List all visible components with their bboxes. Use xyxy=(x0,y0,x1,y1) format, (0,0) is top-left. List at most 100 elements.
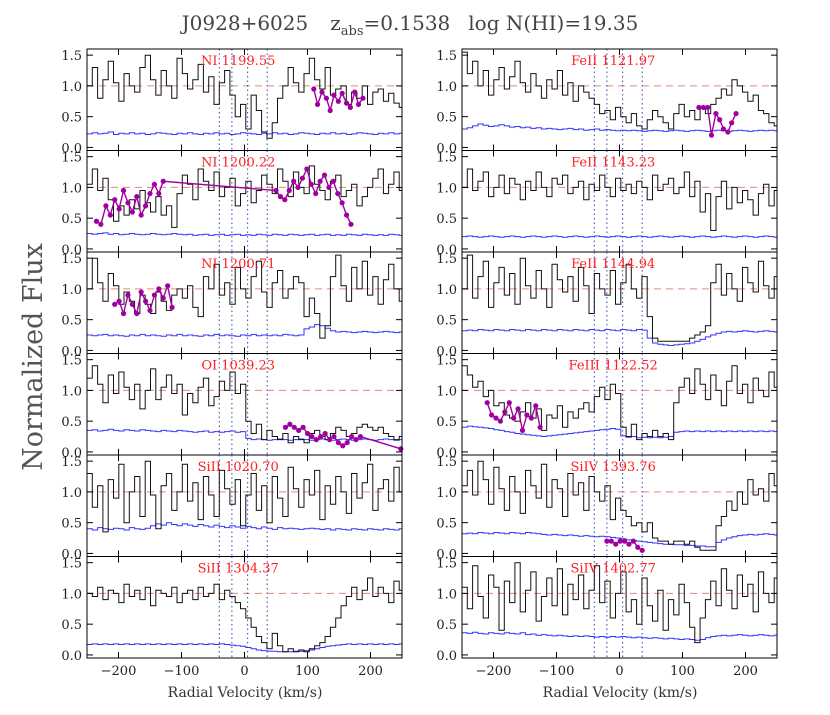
flux-spectrum xyxy=(87,165,402,228)
error-spectrum xyxy=(87,522,402,531)
blend-point xyxy=(147,190,153,197)
blend-point xyxy=(528,415,534,421)
y-tick-label: 1.5 xyxy=(61,252,82,267)
y-tick-label: 0.5 xyxy=(61,618,82,633)
y-tick-label: 1.0 xyxy=(436,486,457,501)
y-tick-label: 1.0 xyxy=(61,384,82,399)
blend-point xyxy=(335,440,341,446)
blend-point xyxy=(720,126,727,132)
title-z-value: =0.1538 xyxy=(364,11,451,35)
y-tick-label: 1.0 xyxy=(61,587,82,602)
blend-point xyxy=(93,218,100,224)
blend-point xyxy=(524,412,530,418)
y-tick-label: 0.0 xyxy=(436,649,457,664)
figure-title: J0928+6025 zabs=0.1538 log N(HI)=19.35 xyxy=(180,11,639,39)
flux-spectrum xyxy=(462,562,777,644)
blend-point xyxy=(165,283,171,289)
x-axis-label-left: Radial Velocity (km/s) xyxy=(168,685,323,701)
x-tick-label: 200 xyxy=(358,664,383,679)
title-object: J0928+6025 xyxy=(180,11,309,35)
panel-siiv-140277: 0.0 0.5 1.0 1.5 −200 −100 0 100 200 SiIV 1402.77 xyxy=(436,556,778,679)
y-tick-label: 0.0 xyxy=(61,446,82,461)
transition-label: NI 1199.55 xyxy=(201,54,275,69)
blend-point xyxy=(107,212,113,218)
y-tick-label: 0.5 xyxy=(61,111,82,126)
blend-point xyxy=(339,90,345,96)
blend-point xyxy=(331,92,337,98)
blend-point xyxy=(134,194,140,200)
title-z-prefix: z xyxy=(330,11,341,35)
transition-label: NI 1200.71 xyxy=(201,257,275,272)
blend-point xyxy=(348,221,354,227)
transition-label: FeII 1144.94 xyxy=(571,257,655,272)
panel-siii-130437: 0.0 0.5 1.0 1.5 −200 −100 0 100 200 SiII 1304.37 xyxy=(61,556,403,679)
y-tick-label: 0.5 xyxy=(436,517,457,532)
y-tick-label: 1.5 xyxy=(61,455,82,470)
y-tick-label: 1.5 xyxy=(436,252,457,267)
blend-point xyxy=(147,307,153,314)
y-tick-label: 0.5 xyxy=(436,111,457,126)
flux-spectrum xyxy=(462,168,777,231)
y-tick-label: 0.5 xyxy=(61,212,82,227)
blend-point xyxy=(313,437,319,443)
blend-point xyxy=(604,538,610,544)
error-spectrum xyxy=(87,232,402,236)
blend-point xyxy=(156,286,162,292)
blend-point xyxy=(112,301,118,307)
blend-point xyxy=(282,197,288,203)
y-tick-label: 0.0 xyxy=(436,243,457,258)
blend-point xyxy=(129,209,135,215)
blend-point xyxy=(311,86,317,92)
y-tick-label: 1.0 xyxy=(436,384,457,399)
blend-point xyxy=(322,430,328,437)
blend-point xyxy=(360,95,366,101)
blend-point xyxy=(151,181,158,187)
y-tick-label: 0.0 xyxy=(61,344,82,359)
transition-label: OI 1039.23 xyxy=(201,359,275,374)
blend-point xyxy=(326,184,332,191)
blend-point xyxy=(295,184,301,191)
blend-point xyxy=(733,110,739,117)
blend-point xyxy=(116,298,122,304)
x-tick-label: 100 xyxy=(295,664,320,679)
y-tick-label: 0.5 xyxy=(436,618,457,633)
blend-point xyxy=(313,190,319,197)
blend-point xyxy=(282,424,289,430)
transition-label: FeIII 1122.52 xyxy=(569,359,658,374)
y-tick-label: 0.5 xyxy=(436,314,457,329)
blend-point xyxy=(331,433,337,440)
error-spectrum xyxy=(462,425,777,439)
blend-point xyxy=(129,301,135,307)
panels: 0.0 0.5 1.0 1.5 NI 1199.55 0.0 0.5 1.0 1.5 NI 120… xyxy=(61,48,778,679)
blend-point xyxy=(287,421,293,427)
transition-label: NI 1200.22 xyxy=(201,156,275,171)
y-tick-label: 1.5 xyxy=(436,151,457,166)
blend-point xyxy=(327,107,333,114)
panel-feiii-112252: 0.0 0.5 1.0 1.5 FeIII 1122.52 xyxy=(436,353,778,461)
error-spectrum xyxy=(87,643,402,653)
y-tick-label: 0.5 xyxy=(61,314,82,329)
blend-point xyxy=(506,400,512,406)
blend-point xyxy=(621,538,628,544)
panel-feii-112197: 0.0 0.5 1.0 1.5 FeII 1121.97 xyxy=(436,48,778,156)
blend-point xyxy=(347,104,353,111)
y-tick-label: 1.0 xyxy=(61,283,82,298)
panel-oi-103923: 0.0 0.5 1.0 1.5 OI 1039.23 xyxy=(61,353,404,461)
y-tick-label: 1.0 xyxy=(436,181,457,196)
blend-point xyxy=(308,181,314,187)
blend-point xyxy=(116,206,122,212)
blend-point xyxy=(112,197,118,203)
blend-point xyxy=(484,400,490,406)
y-tick-label: 1.0 xyxy=(436,587,457,602)
blend-point xyxy=(725,129,731,135)
x-tick-label: −100 xyxy=(539,664,575,679)
x-axis-label-right: Radial Velocity (km/s) xyxy=(543,685,698,701)
blend-point xyxy=(151,292,158,298)
y-tick-label: 0.5 xyxy=(61,517,82,532)
blend-point xyxy=(120,187,127,194)
transition-label: SiII 1020.70 xyxy=(198,460,279,475)
y-tick-label: 1.5 xyxy=(436,49,457,64)
blend-point xyxy=(300,424,306,430)
blend-point xyxy=(519,427,526,433)
blend-point xyxy=(398,446,404,452)
